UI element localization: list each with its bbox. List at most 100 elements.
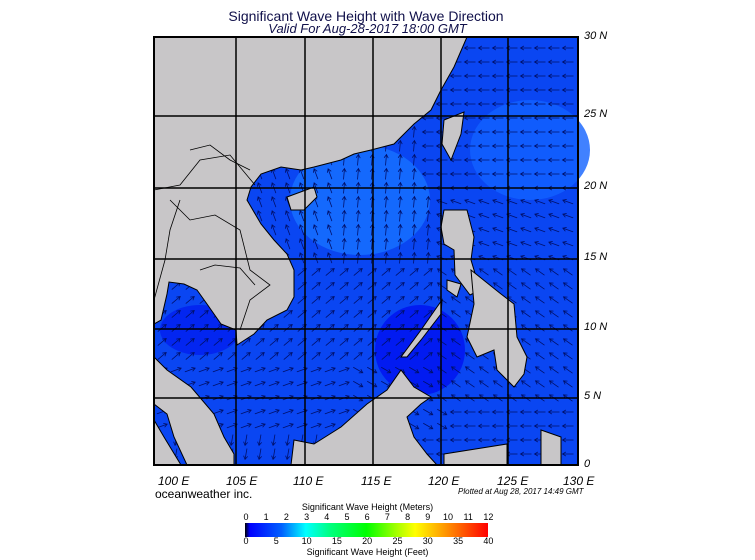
wave-direction-arrow xyxy=(463,45,476,51)
wave-direction-arrow xyxy=(311,267,321,276)
wave-direction-arrow xyxy=(270,196,277,208)
wave-direction-arrow xyxy=(282,380,294,387)
wave-direction-arrow xyxy=(547,171,560,177)
wave-direction-arrow xyxy=(562,282,573,290)
wave-direction-arrow xyxy=(562,310,573,318)
wave-direction-arrow xyxy=(355,251,361,264)
wave-direction-arrow xyxy=(381,309,391,318)
wave-direction-arrow xyxy=(450,324,461,332)
wave-direction-arrow xyxy=(395,337,405,346)
wave-direction-arrow xyxy=(534,240,546,247)
wave-direction-arrow xyxy=(269,351,279,360)
wave-direction-arrow xyxy=(547,87,560,93)
wave-direction-arrow xyxy=(198,366,210,373)
wave-direction-arrow xyxy=(310,408,322,415)
wave-direction-arrow xyxy=(326,210,333,222)
wave-direction-arrow xyxy=(353,267,363,276)
wave-direction-arrow xyxy=(421,157,434,163)
wave-direction-arrow xyxy=(423,295,433,304)
wave-direction-arrow xyxy=(450,380,461,388)
wave-direction-arrow xyxy=(326,224,333,236)
wave-direction-arrow xyxy=(271,434,276,447)
wave-direction-arrow xyxy=(478,240,490,247)
wave-direction-arrow xyxy=(463,73,476,79)
wave-direction-arrow xyxy=(353,295,363,304)
wave-direction-arrow xyxy=(254,366,266,373)
wave-direction-arrow xyxy=(450,352,461,360)
wave-direction-arrow xyxy=(284,224,291,236)
wave-direction-arrow xyxy=(355,167,361,180)
brand-label: oceanweather inc. xyxy=(155,487,253,501)
lat-lon-grid xyxy=(154,37,578,465)
wave-direction-arrow xyxy=(171,295,181,304)
legend-tick-feet: 35 xyxy=(453,536,464,546)
wave-direction-arrow xyxy=(395,309,405,318)
wave-direction-arrow xyxy=(171,323,181,332)
wave-direction-arrow xyxy=(212,380,224,387)
wave-direction-arrow xyxy=(463,87,476,93)
wave-direction-arrow xyxy=(254,408,266,415)
wave-direction-arrow xyxy=(325,323,335,332)
legend-tick-feet: 40 xyxy=(483,536,494,546)
wave-direction-arrow xyxy=(435,101,448,107)
wave-direction-arrow xyxy=(436,380,447,388)
wave-direction-arrow xyxy=(491,409,504,415)
wave-direction-arrow xyxy=(341,195,347,208)
wave-direction-arrow xyxy=(157,323,167,332)
wave-direction-arrow xyxy=(477,437,490,443)
wave-direction-arrow xyxy=(562,338,573,346)
wave-direction-arrow xyxy=(338,380,350,387)
wave-direction-arrow xyxy=(548,324,559,332)
wave-direction-arrow xyxy=(312,224,319,236)
wave-direction-arrow xyxy=(381,323,391,332)
wave-direction-arrow xyxy=(355,195,361,208)
wave-direction-arrow xyxy=(257,434,262,447)
wave-direction-arrow xyxy=(423,337,433,346)
wave-direction-arrow xyxy=(519,87,532,93)
wave-direction-arrow xyxy=(311,281,321,290)
wave-direction-arrow xyxy=(212,366,224,373)
wave-direction-arrow xyxy=(520,324,531,332)
wave-direction-arrow xyxy=(547,59,560,65)
wave-direction-arrow xyxy=(423,408,434,416)
legend-title-feet: Significant Wave Height (Feet) xyxy=(306,547,429,557)
wave-direction-arrow xyxy=(491,129,504,135)
wave-direction-arrow xyxy=(255,337,265,346)
wave-direction-arrow xyxy=(157,337,167,346)
wave-direction-arrow xyxy=(534,324,545,332)
wave-direction-arrow xyxy=(492,198,504,205)
wave-direction-arrow xyxy=(285,448,290,461)
lat-label: 10 N xyxy=(584,321,608,333)
wave-direction-arrow xyxy=(325,281,335,290)
wave-direction-arrow xyxy=(341,209,347,222)
wave-direction-arrow xyxy=(561,157,574,163)
wave-direction-arrow xyxy=(534,338,545,346)
wave-direction-arrow xyxy=(562,352,573,360)
wave-direction-arrow xyxy=(171,337,181,346)
legend-tick-meters: 2 xyxy=(283,512,289,522)
wave-direction-arrow xyxy=(561,101,574,107)
wave-direction-arrow xyxy=(341,167,347,180)
wave-direction-arrow xyxy=(355,237,361,250)
wave-direction-arrow xyxy=(425,223,431,236)
wave-direction-arrow xyxy=(409,267,419,276)
wave-direction-arrow xyxy=(534,380,545,388)
wave-direction-arrow xyxy=(477,59,490,65)
wave-direction-arrow xyxy=(492,380,503,388)
wave-direction-arrow xyxy=(520,240,532,247)
wave-direction-arrow xyxy=(520,212,532,219)
wave-direction-arrow xyxy=(436,282,447,290)
wave-direction-arrow xyxy=(199,323,209,332)
wave-direction-arrow xyxy=(367,380,378,388)
wave-direction-arrow xyxy=(185,337,195,346)
wave-direction-arrow xyxy=(561,45,574,51)
legend-tick-feet: 30 xyxy=(422,536,433,546)
wave-direction-arrow xyxy=(533,59,546,65)
wave-direction-arrow xyxy=(257,448,262,461)
wave-direction-arrow xyxy=(311,351,321,360)
wave-direction-arrow xyxy=(353,380,364,388)
wave-direction-arrow xyxy=(464,352,475,360)
wave-direction-arrow xyxy=(548,268,559,276)
legend-tick-meters: 6 xyxy=(364,512,370,522)
wave-direction-arrow xyxy=(185,295,195,304)
